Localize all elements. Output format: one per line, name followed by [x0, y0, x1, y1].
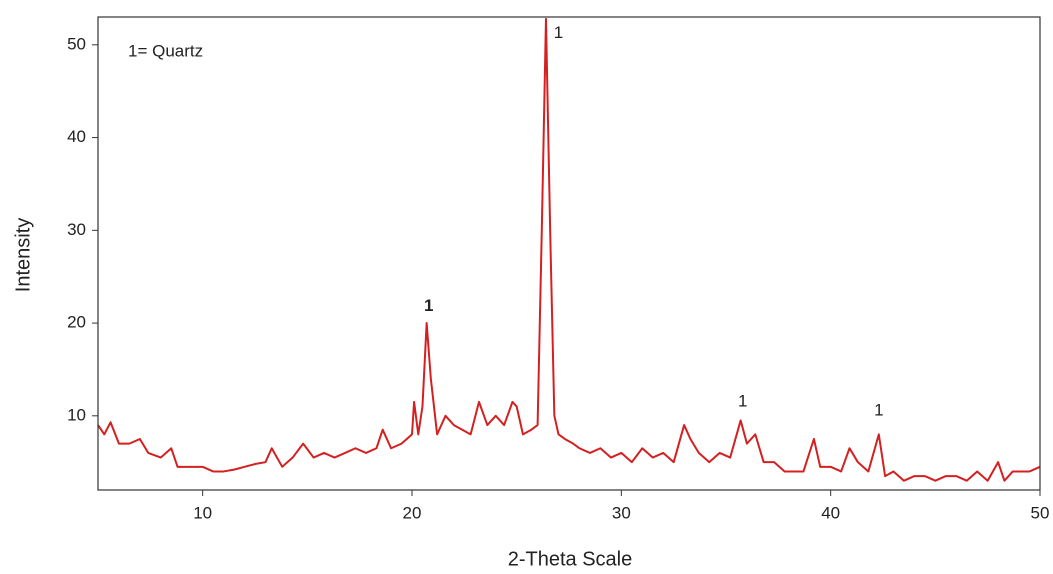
x-tick-label: 40 — [821, 503, 840, 522]
peak-label: 1 — [738, 391, 747, 410]
plot-frame — [97, 16, 1041, 491]
x-tick-label: 10 — [193, 503, 212, 522]
x-tick-label: 30 — [612, 503, 631, 522]
y-tick-label: 50 — [67, 34, 86, 53]
y-tick-label: 20 — [67, 313, 86, 332]
peak-label: 1 — [424, 296, 433, 315]
y-tick-label: 10 — [67, 405, 86, 424]
peak-label: 1 — [554, 23, 563, 42]
x-axis-title: 2-Theta Scale — [508, 548, 633, 570]
y-axis-title: Intensity — [12, 218, 34, 292]
y-tick-label: 40 — [67, 127, 86, 146]
note: 1= Quartz — [128, 41, 203, 60]
peak-label: 1 — [874, 401, 883, 420]
x-tick-label: 50 — [1031, 503, 1050, 522]
data-line — [97, 17, 1041, 482]
y-tick-label: 30 — [67, 220, 86, 239]
x-tick-label: 20 — [403, 503, 422, 522]
